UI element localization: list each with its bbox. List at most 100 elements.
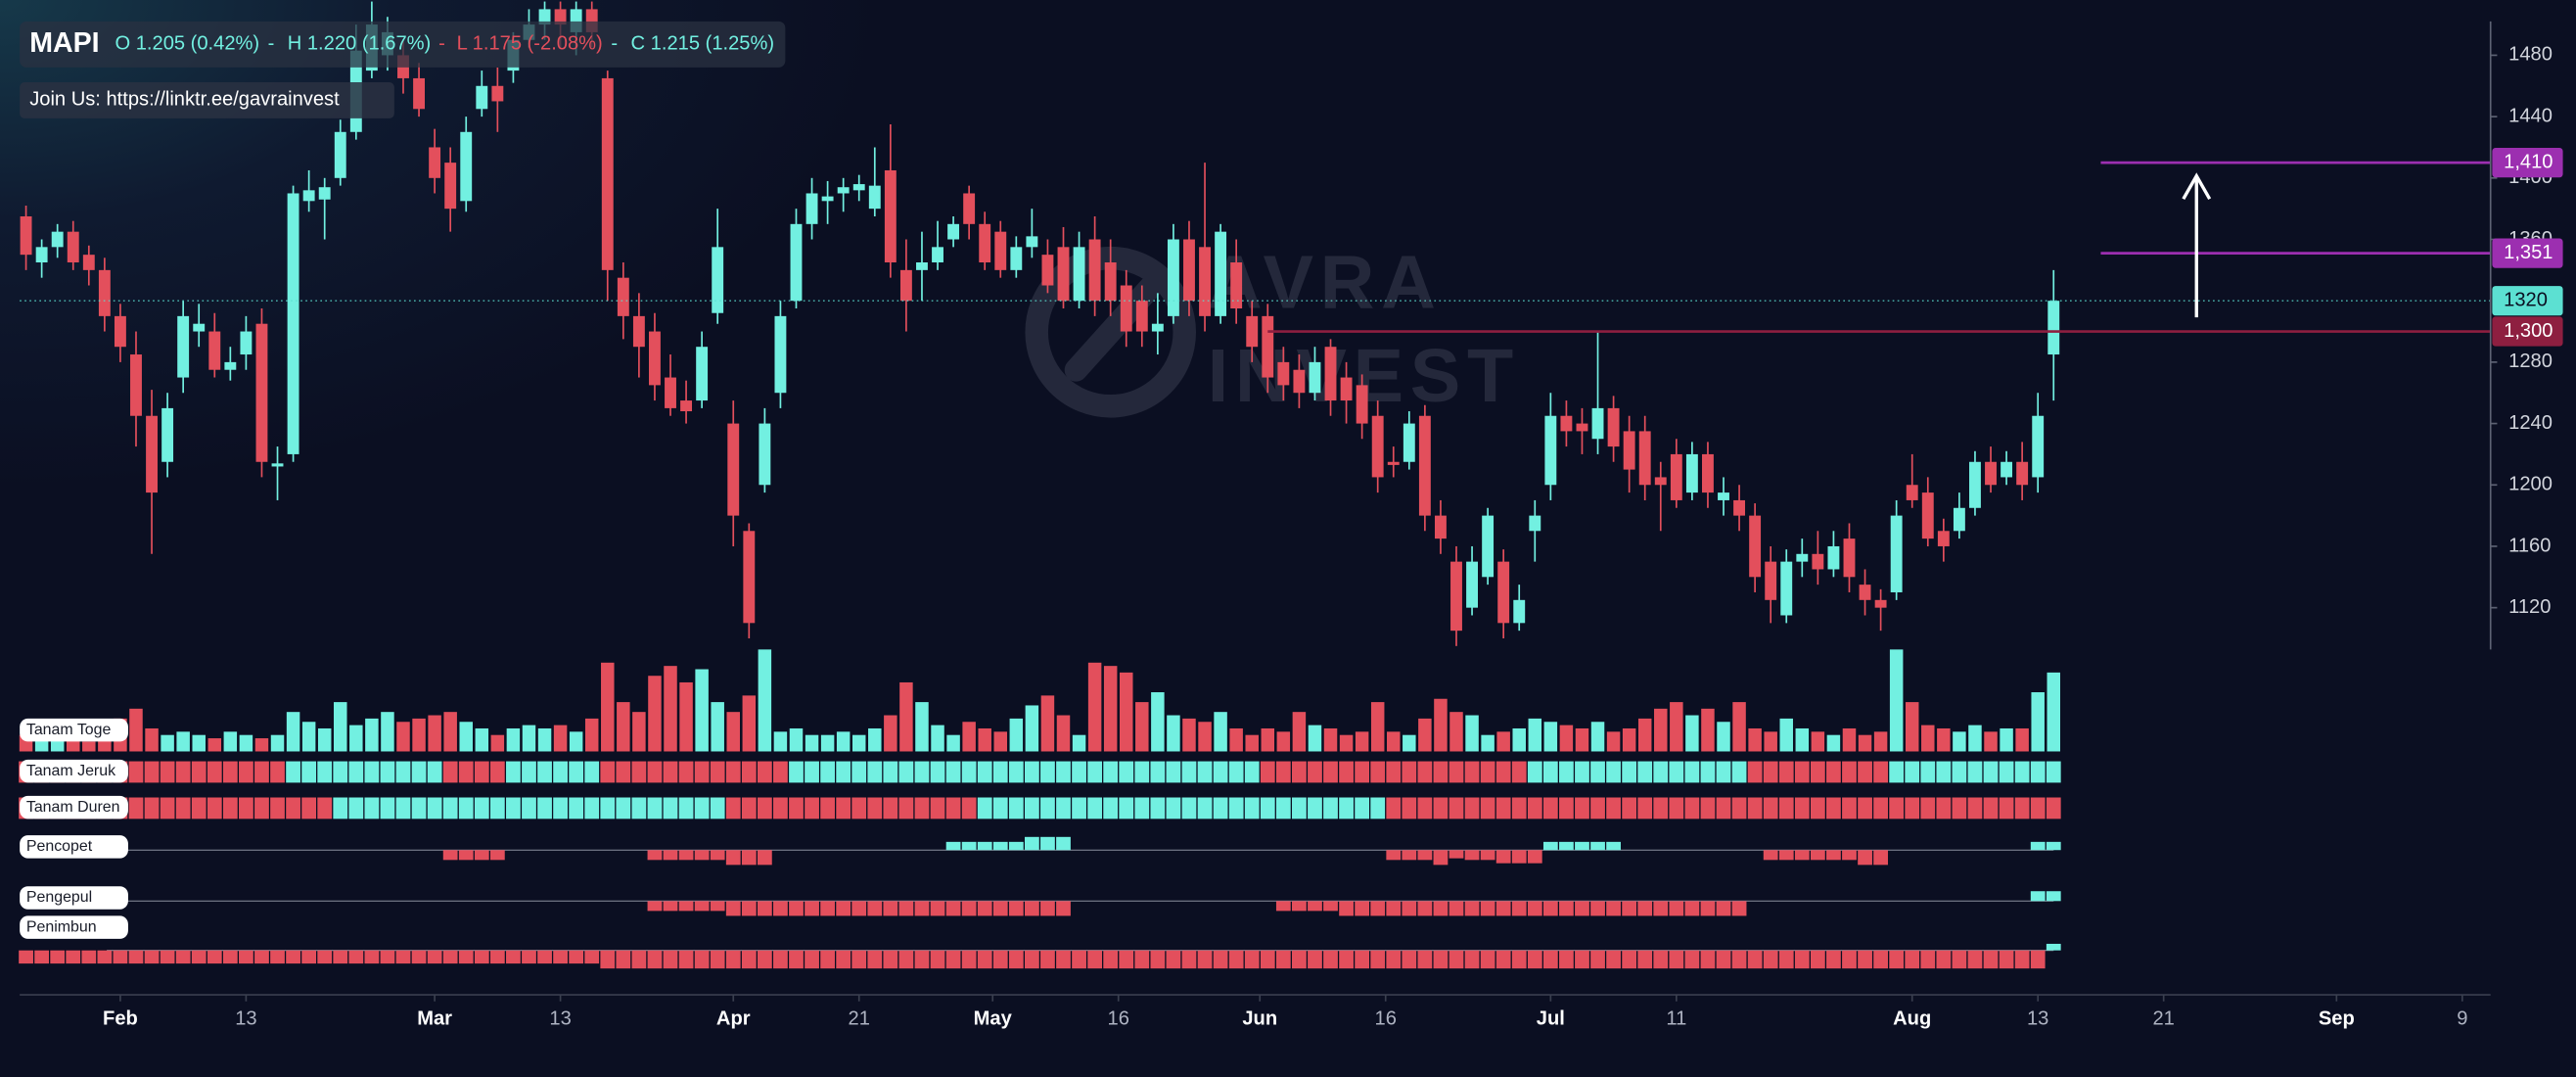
indicator-bar (1653, 901, 1669, 916)
strip-cell (1449, 797, 1464, 819)
strip-cell (506, 797, 521, 819)
candle-body (1450, 561, 1462, 632)
strip-cell (239, 797, 253, 819)
strip-cell (144, 761, 160, 783)
strip-cell (1810, 761, 1825, 783)
strip-cell (1669, 797, 1684, 819)
candle-body (743, 531, 756, 624)
candle-body (1073, 247, 1085, 302)
strip-cell (1150, 797, 1166, 819)
indicator-bar (1559, 901, 1574, 916)
strip-cell (1197, 797, 1213, 819)
strip-cell (773, 797, 788, 819)
indicator-bar (1622, 901, 1637, 916)
strip-cell (678, 761, 694, 783)
candle-body (1874, 599, 1887, 608)
indicator-bar (930, 950, 945, 969)
legend-separator: - (611, 33, 618, 55)
pane-label: Tanam Jeruk (26, 763, 115, 779)
candle-body (1921, 492, 1934, 539)
indicator-bar (160, 950, 175, 964)
indicator-bar (1292, 950, 1307, 969)
volume-bar (365, 718, 379, 752)
strip-cell (1480, 797, 1495, 819)
strip-cell (569, 761, 584, 783)
strip-cell (1999, 797, 2014, 819)
volume-bar (805, 734, 819, 752)
y-tick-label: 1480 (2508, 44, 2553, 66)
strip-cell (395, 761, 411, 783)
strip-cell (977, 797, 992, 819)
indicator-bar (1449, 850, 1464, 859)
volume-bar (2015, 727, 2029, 752)
indicator-bar (1417, 950, 1433, 969)
candle-body (570, 9, 582, 32)
strip-cell (1244, 797, 1260, 819)
strip-cell (2030, 761, 2046, 783)
volume-bar (1748, 727, 1762, 752)
indicator-bar (1637, 901, 1653, 916)
volume-bar (1198, 722, 1212, 752)
volume-bar (1905, 702, 1919, 752)
indicator-bar (961, 841, 977, 851)
indicator-bar (883, 950, 898, 969)
candle-body (538, 9, 551, 25)
strip-cell (867, 761, 883, 783)
candle-body (1544, 415, 1557, 486)
indicator-bar (1417, 901, 1433, 916)
strip-cell (411, 761, 427, 783)
candle-body (1340, 377, 1353, 401)
indicator-bar (694, 901, 710, 912)
indicator-bar (286, 950, 300, 964)
y-tick-label: 1440 (2508, 105, 2553, 126)
indicator-bar (522, 950, 536, 964)
strip-cell (914, 761, 930, 783)
indicator-bar (710, 950, 725, 969)
volume-bar (1701, 708, 1715, 752)
volume-bar (1056, 715, 1071, 752)
indicator-bar (663, 850, 678, 861)
volume-bar (1465, 715, 1479, 752)
indicator-bar (1323, 901, 1338, 912)
strip-cell (380, 761, 395, 783)
indicator-bar (1040, 901, 1055, 916)
indicator-bar (1842, 950, 1857, 969)
strip-cell (694, 797, 710, 819)
candle-body (1088, 239, 1101, 302)
strip-cell (1575, 797, 1589, 819)
strip-cell (1889, 797, 1905, 819)
strip-cell (710, 761, 725, 783)
indicator-bar (1763, 850, 1778, 861)
indicator-bar (1464, 901, 1480, 916)
legend-separator: - (268, 33, 275, 55)
indicator-bar (1433, 850, 1449, 866)
indicator-bar (600, 950, 616, 969)
strip-cell (270, 761, 285, 783)
candle-body (1262, 315, 1274, 378)
volume-bar (334, 702, 347, 752)
indicator-bar (977, 901, 992, 916)
x-tick-label: Aug (1893, 1008, 1931, 1030)
indicator-bar (992, 841, 1008, 851)
candle-body (1702, 453, 1714, 493)
volume-bar (601, 662, 615, 752)
indicator-bar (1449, 950, 1464, 969)
indicator-bar (678, 950, 694, 969)
indicator-bar (380, 950, 395, 964)
strip-cell (1622, 761, 1637, 783)
strip-cell (1134, 797, 1150, 819)
strip-cell (270, 797, 285, 819)
indicator-bar (1889, 950, 1905, 969)
volume-bar (851, 734, 866, 752)
strip-cell (128, 797, 144, 819)
pane-label-bg (20, 886, 128, 910)
strip-cell (1858, 761, 1872, 783)
strip-cell (222, 761, 238, 783)
volume-bar (1151, 692, 1165, 752)
indicator-bar (1056, 901, 1071, 916)
indicator-bar (191, 950, 207, 964)
volume-bar (490, 734, 505, 752)
volume-bar (1685, 715, 1699, 752)
strip-cell (333, 761, 348, 783)
